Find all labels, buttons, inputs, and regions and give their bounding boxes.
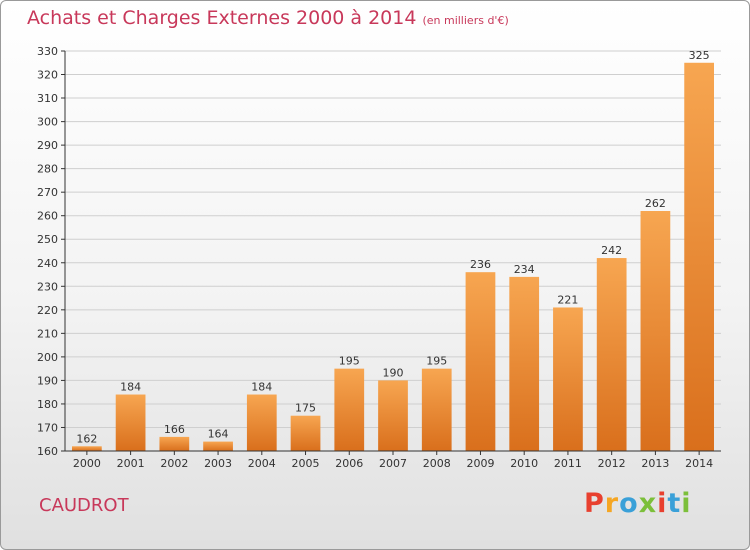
bars bbox=[71, 62, 715, 451]
proxiti-logo: Proxiti bbox=[584, 488, 692, 519]
title-text: Achats et Charges Externes 2000 à 2014 bbox=[27, 7, 417, 29]
bar-2014 bbox=[684, 62, 715, 451]
value-label-2000: 162 bbox=[76, 432, 97, 445]
bar-2009 bbox=[465, 272, 496, 451]
title-unit: (en milliers d'€) bbox=[422, 14, 509, 27]
x-axis-labels: 2000 2001 2002 2003 2004 2005 2006 2007 2008 2009… bbox=[73, 451, 713, 470]
y-tick-label: 250 bbox=[37, 233, 58, 246]
x-tick-label-2002: 2002 bbox=[160, 457, 188, 470]
bar-2006 bbox=[334, 368, 365, 451]
bar-2003 bbox=[203, 441, 233, 451]
logo-letter: i bbox=[681, 488, 692, 519]
x-tick-label-2007: 2007 bbox=[379, 457, 407, 470]
value-label-2006: 195 bbox=[339, 355, 360, 368]
y-tick-label: 210 bbox=[37, 327, 58, 340]
bar-2011 bbox=[553, 307, 583, 451]
value-label-2011: 221 bbox=[557, 293, 578, 306]
y-tick-label: 180 bbox=[37, 398, 58, 411]
y-tick-label: 260 bbox=[37, 210, 58, 223]
x-tick-label-2013: 2013 bbox=[641, 457, 669, 470]
y-tick-label: 230 bbox=[37, 280, 58, 293]
x-tick-label-2006: 2006 bbox=[335, 457, 363, 470]
y-tick-label: 220 bbox=[37, 304, 58, 317]
x-tick-label-2012: 2012 bbox=[598, 457, 626, 470]
logo-letter: i bbox=[657, 488, 668, 519]
value-label-2005: 175 bbox=[295, 402, 316, 415]
y-tick-label: 190 bbox=[37, 374, 58, 387]
bar-2005 bbox=[290, 415, 321, 451]
bar-2004 bbox=[246, 394, 277, 451]
x-tick-label-2000: 2000 bbox=[73, 457, 101, 470]
bar-2007 bbox=[378, 380, 408, 451]
x-tick-label-2001: 2001 bbox=[117, 457, 145, 470]
value-label-2004: 184 bbox=[251, 381, 272, 394]
value-label-2013: 262 bbox=[645, 197, 666, 210]
y-tick-label: 280 bbox=[37, 163, 58, 176]
value-label-2008: 195 bbox=[426, 355, 447, 368]
bar-2000 bbox=[71, 446, 102, 451]
logo-letter: o bbox=[619, 488, 639, 519]
y-tick-label: 320 bbox=[37, 69, 58, 82]
y-tick-label: 290 bbox=[37, 139, 58, 152]
x-tick-label-2005: 2005 bbox=[292, 457, 320, 470]
value-label-2001: 184 bbox=[120, 381, 141, 394]
y-tick-label: 240 bbox=[37, 257, 58, 270]
y-tick-label: 200 bbox=[37, 351, 58, 364]
y-tick-label: 300 bbox=[37, 116, 58, 129]
x-tick-label-2003: 2003 bbox=[204, 457, 232, 470]
logo-letter: P bbox=[584, 488, 605, 519]
y-tick-label: 270 bbox=[37, 186, 58, 199]
value-label-2007: 190 bbox=[383, 366, 404, 379]
bar-2012 bbox=[596, 258, 627, 451]
x-tick-label-2010: 2010 bbox=[510, 457, 538, 470]
logo-letter: r bbox=[604, 488, 620, 519]
value-label-2002: 166 bbox=[164, 423, 185, 436]
value-label-2009: 236 bbox=[470, 258, 491, 271]
x-tick-label-2004: 2004 bbox=[248, 457, 276, 470]
value-label-2012: 242 bbox=[601, 244, 622, 257]
y-axis-ticks: 160 170 180 190 200 210 220 230 240 250 260 270 280 2… bbox=[37, 45, 65, 458]
city-name: CAUDROT bbox=[39, 495, 129, 516]
value-label-2014: 325 bbox=[689, 49, 710, 62]
x-tick-label-2008: 2008 bbox=[423, 457, 451, 470]
logo-letter: x bbox=[638, 488, 658, 519]
y-tick-label: 330 bbox=[37, 45, 58, 58]
bar-2010 bbox=[509, 276, 540, 451]
value-labels: 162 184 166 164 184 175 195 190 195 236 234 221 242 2… bbox=[76, 49, 709, 446]
chart-title: Achats et Charges Externes 2000 à 2014 (e… bbox=[27, 7, 509, 29]
bar-2002 bbox=[159, 436, 190, 451]
axes bbox=[64, 51, 721, 452]
value-label-2010: 234 bbox=[514, 263, 535, 276]
bar-2001 bbox=[115, 394, 146, 451]
x-tick-label-2014: 2014 bbox=[685, 457, 713, 470]
y-tick-label: 310 bbox=[37, 92, 58, 105]
bar-2013 bbox=[640, 211, 671, 451]
logo-letter: t bbox=[667, 488, 682, 519]
y-tick-label: 160 bbox=[37, 445, 58, 458]
bar-2008 bbox=[421, 368, 452, 451]
value-label-2003: 164 bbox=[208, 428, 229, 441]
x-tick-label-2009: 2009 bbox=[466, 457, 494, 470]
y-tick-label: 170 bbox=[37, 421, 58, 434]
x-tick-label-2011: 2011 bbox=[554, 457, 582, 470]
